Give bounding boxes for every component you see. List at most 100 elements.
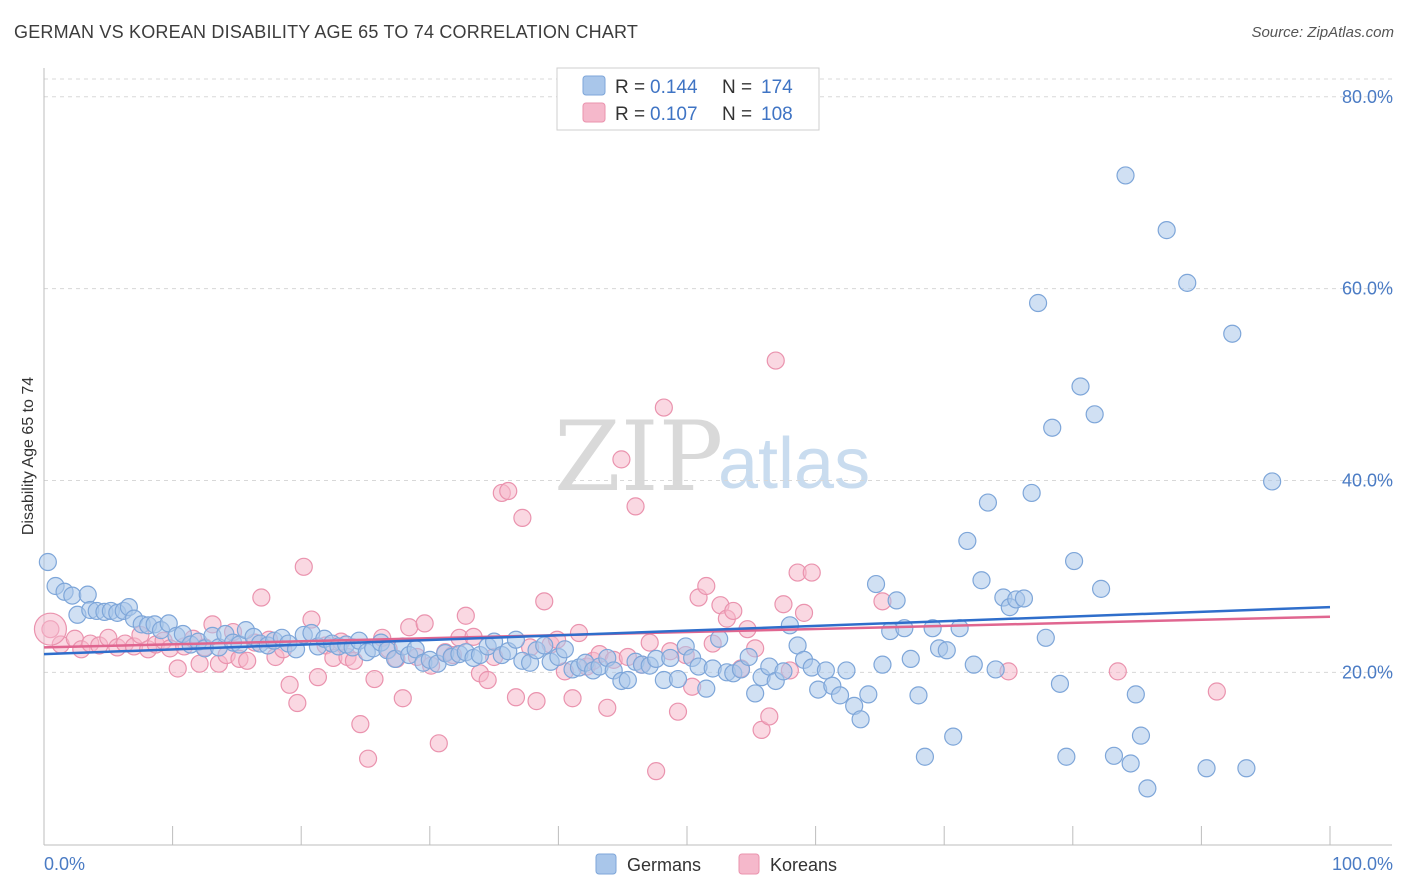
korean-point xyxy=(626,497,645,516)
german-point xyxy=(535,636,554,655)
trend-lines xyxy=(43,605,1331,656)
german-point xyxy=(555,640,574,659)
german-point xyxy=(944,727,963,746)
legend-r-label-koreans: R = xyxy=(615,104,645,125)
korean-point xyxy=(456,606,475,625)
korean-point xyxy=(724,601,743,621)
german-point xyxy=(746,684,765,703)
german-point xyxy=(1043,418,1062,437)
korean-points xyxy=(33,351,1226,781)
german-point xyxy=(63,586,82,605)
x-axis-ticks xyxy=(43,826,1331,845)
german-point xyxy=(972,571,991,590)
korean-point xyxy=(252,588,271,607)
german-point xyxy=(1116,166,1135,185)
korean-point xyxy=(760,707,779,726)
german-point xyxy=(780,616,799,635)
korean-point xyxy=(668,702,688,721)
german-point xyxy=(909,686,928,705)
german-point xyxy=(901,649,920,669)
korean-point xyxy=(415,614,434,633)
watermark-zip: ZIP xyxy=(554,401,723,513)
german-point xyxy=(1091,579,1111,598)
korean-point xyxy=(351,715,370,734)
german-point xyxy=(1050,674,1070,693)
korean-point xyxy=(774,595,793,614)
german-point xyxy=(739,647,758,667)
german-point xyxy=(937,641,956,660)
german-point xyxy=(851,710,870,729)
korean-point xyxy=(280,675,299,694)
korean-point xyxy=(640,633,659,652)
german-point xyxy=(873,655,892,674)
korean-point xyxy=(499,481,518,501)
german-point xyxy=(38,552,57,572)
korean-point xyxy=(647,762,666,781)
korean-point xyxy=(358,749,378,768)
correlation-legend: R = 0.144 N = 174 R = 0.107 N = 108 xyxy=(556,67,820,131)
series-swatch-koreans xyxy=(738,853,760,875)
korean-point xyxy=(1207,682,1226,701)
german-point xyxy=(958,531,977,551)
korean-point xyxy=(308,668,328,687)
y-axis-tick-labels: 20.0% 40.0% 60.0% 80.0% xyxy=(1342,87,1393,683)
german-point xyxy=(1057,747,1076,766)
korean-point xyxy=(527,692,546,711)
german-point xyxy=(1237,759,1256,778)
german-point xyxy=(915,747,935,766)
korean-point xyxy=(766,351,785,370)
legend-n-value-germans: 174 xyxy=(761,77,793,98)
korean-point xyxy=(513,508,532,527)
german-point xyxy=(661,648,680,668)
german-point xyxy=(978,493,998,512)
korean-point xyxy=(569,623,589,643)
x-tick-label-max: 100.0% xyxy=(1332,854,1393,874)
korean-point xyxy=(612,450,631,469)
korean-point xyxy=(598,698,617,717)
german-point xyxy=(1022,483,1041,503)
korean-point xyxy=(506,688,526,707)
series-label-germans: Germans xyxy=(627,855,701,875)
watermark: ZIP atlas xyxy=(554,401,870,513)
german-point xyxy=(1064,551,1084,571)
german-trend-line xyxy=(43,605,1331,656)
german-points xyxy=(38,166,1282,798)
x-tick-label-min: 0.0% xyxy=(44,854,85,874)
axes xyxy=(43,68,1392,846)
legend-r-value-germans: 0.144 xyxy=(650,77,698,98)
german-point xyxy=(830,686,850,705)
korean-trend-line xyxy=(43,615,1331,649)
german-point xyxy=(859,685,878,704)
german-point xyxy=(1121,754,1140,773)
german-point xyxy=(618,670,637,690)
german-point xyxy=(710,629,729,648)
legend-swatch-koreans xyxy=(582,102,606,123)
korean-point xyxy=(1108,662,1127,681)
legend-n-label-germans: N = xyxy=(722,77,752,98)
german-point xyxy=(986,660,1005,679)
german-point xyxy=(1197,759,1216,778)
korean-point xyxy=(752,720,771,739)
korean-point xyxy=(563,689,582,708)
german-point xyxy=(1104,746,1124,765)
korean-point xyxy=(365,669,384,689)
y-tick-label: 20.0% xyxy=(1342,662,1393,682)
y-axis-title: Disability Age 65 to 74 xyxy=(20,377,37,535)
german-point xyxy=(1028,293,1048,313)
german-point xyxy=(887,591,906,610)
german-point xyxy=(668,669,688,689)
german-point xyxy=(1131,726,1151,745)
series-legend: Germans Koreans xyxy=(595,853,837,875)
german-point xyxy=(1223,324,1242,343)
german-point xyxy=(816,661,835,680)
watermark-atlas: atlas xyxy=(718,424,870,504)
german-point xyxy=(964,655,983,674)
y-tick-label: 60.0% xyxy=(1342,279,1393,299)
german-point xyxy=(837,661,856,680)
korean-point-large xyxy=(33,612,68,646)
y-tick-label: 80.0% xyxy=(1342,87,1393,107)
chart-title: GERMAN VS KOREAN DISABILITY AGE 65 TO 74… xyxy=(14,22,639,42)
korean-point xyxy=(697,576,716,596)
y-tick-label: 40.0% xyxy=(1342,470,1393,490)
